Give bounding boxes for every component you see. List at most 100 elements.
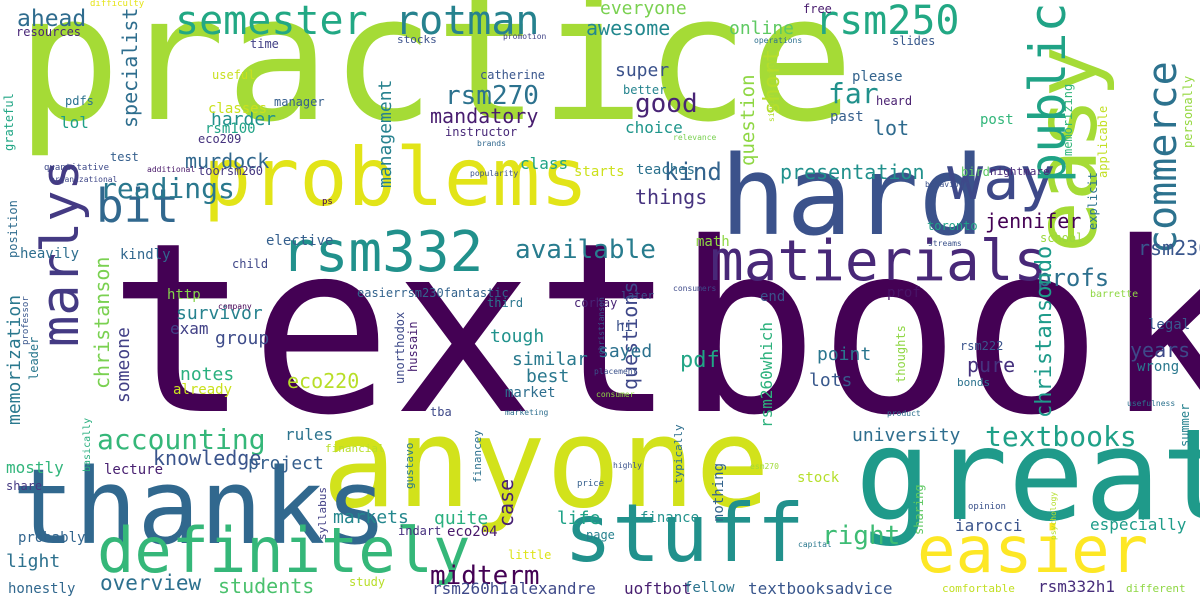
cloud-word: quite (434, 508, 489, 529)
cloud-word: esm270 (750, 462, 779, 471)
cloud-word: significantly (767, 59, 776, 122)
cloud-word: right (822, 521, 901, 551)
cloud-word: bit (96, 179, 180, 233)
cloud-word: someone (113, 327, 134, 403)
cloud-word: product (887, 409, 921, 418)
cloud-word: later (621, 289, 655, 302)
cloud-word: highly (613, 461, 642, 470)
cloud-word: project (248, 453, 324, 474)
cloud-word: survivor (176, 303, 263, 324)
cloud-word: elective (266, 233, 334, 249)
cloud-word: quantitative (44, 163, 110, 173)
cloud-word: accounting (97, 423, 266, 456)
cloud-word: jennifer (985, 209, 1082, 233)
cloud-word: anyone (322, 392, 770, 536)
cloud-word: usefulness (1127, 399, 1176, 408)
cloud-word: christansondo (1032, 245, 1057, 418)
cloud-word: better (623, 83, 667, 97)
cloud-word: explicit (1086, 172, 1100, 230)
cloud-word: rsm250 (815, 0, 960, 44)
cloud-word: question (737, 74, 759, 166)
cloud-word: already (173, 382, 233, 398)
cloud-word: starts (574, 164, 625, 180)
cloud-word: past (830, 109, 864, 125)
cloud-word: lot (873, 116, 910, 140)
cloud-word: years (1130, 338, 1191, 362)
cloud-word: rotman (395, 0, 540, 44)
cloud-word: rsm222 (960, 339, 1004, 353)
cloud-word: corhay (574, 296, 618, 310)
cloud-word: honestly (8, 581, 76, 597)
cloud-word: murdock (185, 149, 270, 173)
cloud-word: slides (892, 34, 936, 48)
cloud-word: textbooksadvice (748, 579, 893, 598)
cloud-word: choice (625, 118, 683, 137)
cloud-word: additional (147, 165, 196, 174)
cloud-word: mandatory (430, 104, 539, 128)
cloud-word: kind (664, 158, 722, 186)
cloud-word: similar (512, 349, 588, 370)
cloud-word: different (1126, 582, 1186, 595)
cloud-word: bonds (957, 376, 991, 389)
cloud-word: way (947, 144, 1056, 214)
cloud-word: problems (203, 131, 589, 224)
cloud-word: point (817, 344, 872, 365)
cloud-word: tba (430, 405, 452, 419)
cloud-word: especially (1090, 515, 1187, 534)
cloud-word: classes (208, 101, 268, 117)
cloud-word: rsm260h1alexandre (432, 579, 596, 598)
cloud-word: toronto (927, 219, 978, 233)
cloud-word: bird (961, 165, 990, 179)
cloud-word: matierials (710, 229, 1048, 294)
cloud-word: end (760, 289, 786, 305)
cloud-word: christianson (597, 297, 606, 355)
cloud-word: light (6, 551, 61, 572)
cloud-word: teaches (636, 162, 696, 178)
cloud-word: practice (16, 0, 855, 161)
cloud-word: super (615, 60, 670, 81)
cloud-word: free (803, 2, 832, 16)
cloud-word: toorsm260 (198, 164, 264, 178)
cloud-word: useful (212, 68, 256, 82)
cloud-word: christanson (90, 256, 114, 389)
cloud-word: organizational (50, 175, 118, 184)
cloud-word: summer (1178, 403, 1192, 447)
cloud-word: uoftbot (624, 579, 692, 598)
cloud-word: http (167, 287, 201, 303)
cloud-word: rsm230 (1138, 236, 1200, 260)
cloud-word: wrong (1137, 359, 1180, 375)
cloud-word: everyone (600, 0, 687, 19)
cloud-word: financial (325, 442, 385, 455)
cloud-word: applicable (1096, 105, 1110, 178)
cloud-word: things (635, 185, 708, 209)
cloud-word: third (487, 296, 524, 310)
cloud-word: midterm (430, 561, 540, 591)
cloud-word: stock (797, 470, 840, 486)
cloud-word: eco209 (198, 132, 242, 146)
cloud-word: operations (754, 36, 803, 45)
cloud-word: fellow (684, 580, 735, 596)
cloud-word: eco204 (447, 524, 498, 540)
cloud-word: readings (100, 172, 235, 205)
cloud-word: stocks (397, 33, 437, 46)
cloud-word: barrette (1090, 289, 1139, 300)
cloud-word: textbooks (985, 420, 1137, 453)
cloud-word: price (577, 479, 605, 489)
cloud-word: case (494, 478, 518, 527)
cloud-word: profs (1037, 264, 1110, 292)
cloud-word: university (852, 425, 961, 446)
cloud-word: consumer (596, 390, 635, 399)
cloud-word: please (852, 69, 903, 85)
cloud-word: specialist (118, 7, 142, 128)
cloud-word: rules (285, 425, 334, 444)
cloud-word: typically (672, 424, 685, 484)
cloud-word: easierrsm230fantastic (357, 286, 509, 300)
cloud-word: lol (60, 113, 89, 132)
cloud-word: behaviour (925, 180, 969, 189)
cloud-word: rsm270 (445, 81, 539, 111)
cloud-word: company (218, 302, 252, 311)
cloud-word: unorthodox (393, 311, 407, 384)
cloud-word: financey (471, 430, 484, 483)
cloud-word: lots (809, 370, 853, 391)
cloud-word: overview (100, 571, 202, 595)
